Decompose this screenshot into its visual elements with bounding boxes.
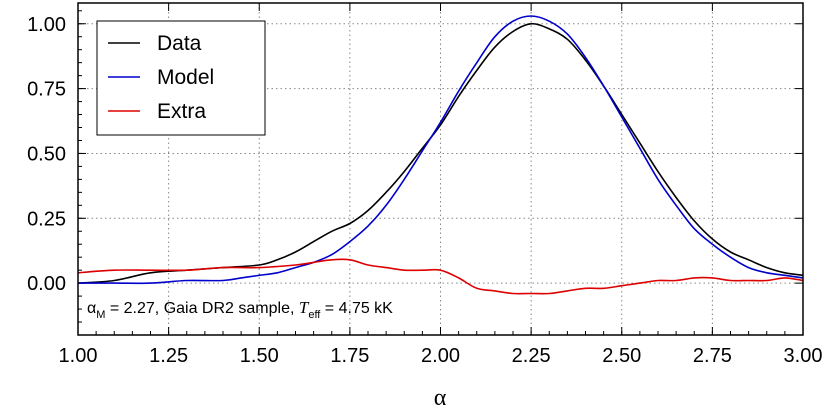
x-tick-label: 1.50 — [240, 345, 279, 367]
y-tick-label: 0.25 — [27, 208, 66, 230]
x-tick-label: 2.50 — [602, 345, 641, 367]
x-tick-labels: 1.00 1.25 1.50 1.75 2.00 2.25 2.50 2.75 3.00 — [59, 345, 823, 367]
y-tick-labels: 1.00 0.75 0.50 0.25 0.00 — [27, 14, 66, 295]
x-axis-label: α — [434, 385, 447, 411]
series-lines — [77, 15, 804, 295]
y-tick-label: 1.00 — [27, 14, 66, 36]
y-tick-label: 0.50 — [27, 143, 66, 165]
annotation-alpha-sub: M — [96, 309, 105, 321]
x-tick-label: 1.25 — [149, 345, 188, 367]
y-tick-label: 0.75 — [27, 79, 66, 101]
y-tick-label: 0.00 — [27, 273, 66, 295]
x-tick-label: 2.00 — [421, 345, 460, 367]
x-tick-label: 3.00 — [784, 345, 823, 367]
plot-frame — [77, 2, 804, 336]
x-tick-label: 2.25 — [512, 345, 551, 367]
series-line-model — [78, 15, 804, 285]
annotation: αM = 2.27, Gaia DR2 sample, Teff = 4.75 … — [87, 298, 393, 321]
annotation-t: T — [299, 298, 310, 317]
legend-label-data: Data — [157, 32, 202, 55]
x-tick-label: 1.00 — [59, 345, 98, 367]
legend: Data Model Extra — [96, 20, 266, 136]
legend-box — [96, 20, 266, 136]
annotation-tail: = 4.75 kK — [320, 300, 393, 317]
annotation-t-sub: eff — [308, 309, 321, 321]
series-line-extra — [77, 258, 804, 295]
series-line-data — [77, 22, 804, 284]
legend-label-extra: Extra — [157, 100, 206, 123]
x-tick-label: 1.75 — [330, 345, 369, 367]
legend-label-model: Model — [157, 66, 214, 89]
x-tick-label: 2.75 — [693, 345, 732, 367]
annotation-alpha: α — [87, 300, 96, 317]
annotation-text: = 2.27, Gaia DR2 sample, — [105, 300, 298, 317]
